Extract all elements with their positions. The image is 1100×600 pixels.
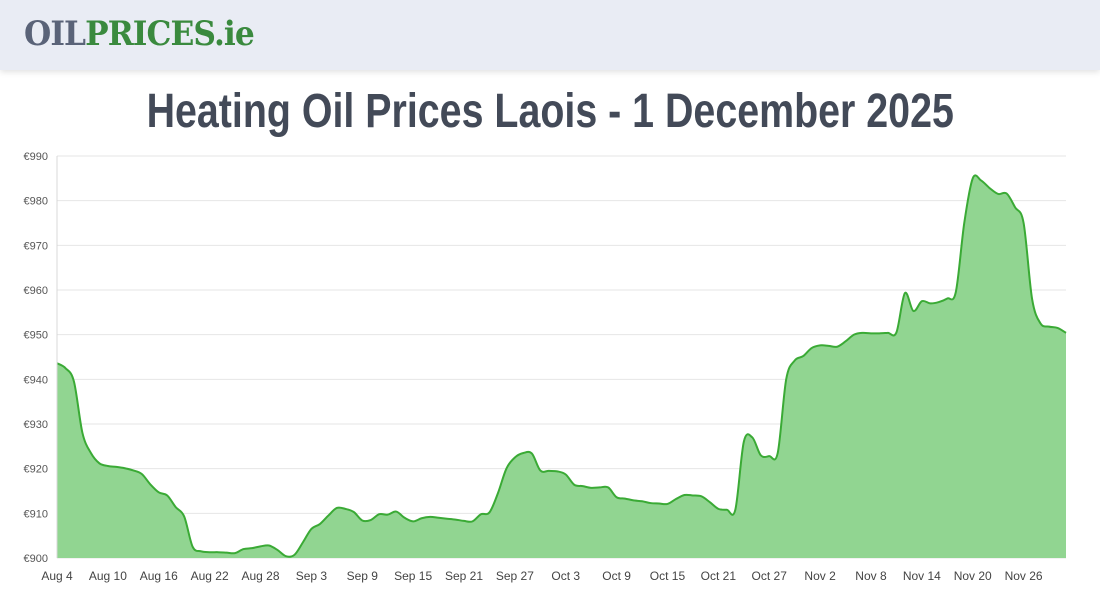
y-tick-label: €910 [24, 508, 48, 520]
y-tick-label: €990 [24, 151, 48, 163]
price-line [56, 174, 1067, 558]
x-tick-label: Oct 27 [752, 569, 788, 583]
x-axis-labels: Aug 4 Aug 10 Aug 16 Aug 22 Aug 28 Sep 3 Sep 9 S… [41, 569, 1043, 583]
x-tick-label: Nov 2 [804, 569, 836, 583]
x-tick-label: Aug 4 [41, 569, 73, 583]
y-axis-labels: €900 €910 €920 €930 €940 €950 €960 €970 €980 €990 [24, 151, 48, 565]
page-title: Heating Oil Prices Laois - 1 December 20… [146, 85, 954, 138]
x-tick-label: Sep 21 [445, 569, 483, 583]
x-tick-label: Oct 15 [650, 569, 686, 583]
x-tick-label: Sep 9 [347, 569, 379, 583]
y-tick-label: €930 [24, 419, 48, 431]
y-tick-label: €950 [24, 330, 48, 342]
logo-prices: PRICES.ie [85, 14, 255, 54]
x-tick-label: Oct 3 [551, 569, 580, 583]
x-tick-label: Oct 21 [701, 569, 737, 583]
x-tick-label: Nov 8 [855, 569, 887, 583]
site-logo[interactable]: OILPRICES.ie [24, 14, 255, 54]
x-tick-label: Sep 27 [496, 569, 534, 583]
x-tick-label: Nov 20 [954, 569, 992, 583]
x-tick-label: Nov 14 [903, 569, 941, 583]
site-header: OILPRICES.ie [0, 0, 1100, 70]
x-tick-label: Sep 3 [296, 569, 328, 583]
logo-oil: OIL [24, 14, 86, 54]
page-title-wrap: Heating Oil Prices Laois - 1 December 20… [0, 84, 1100, 139]
y-tick-label: €980 [24, 196, 48, 208]
x-tick-label: Oct 9 [602, 569, 631, 583]
x-tick-label: Aug 22 [191, 569, 229, 583]
y-tick-label: €970 [24, 240, 48, 252]
y-tick-label: €960 [24, 285, 48, 297]
y-tick-label: €920 [24, 464, 48, 476]
x-tick-label: Aug 16 [140, 569, 178, 583]
y-tick-label: €900 [24, 553, 48, 565]
price-area [57, 175, 1066, 558]
y-tick-label: €940 [24, 374, 48, 386]
x-tick-label: Aug 10 [89, 569, 127, 583]
x-tick-label: Aug 28 [241, 569, 279, 583]
x-tick-label: Sep 15 [394, 569, 432, 583]
x-tick-label: Nov 26 [1005, 569, 1043, 583]
